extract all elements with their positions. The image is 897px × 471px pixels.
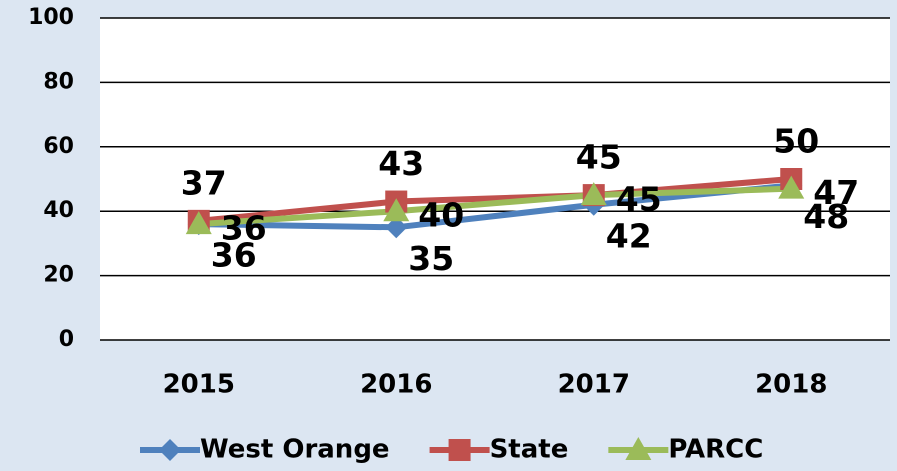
data-label: 45 [616, 180, 662, 219]
series-line [198, 176, 792, 224]
marker [385, 216, 408, 239]
data-label: 35 [408, 239, 454, 278]
y-tick-label: 80 [43, 69, 74, 94]
marker [778, 175, 805, 199]
y-tick-label: 100 [28, 5, 74, 30]
marker [383, 198, 410, 222]
series-line [198, 182, 792, 231]
y-tick-label: 60 [43, 134, 74, 159]
legend-label: West Orange [200, 435, 390, 465]
data-label: 40 [418, 196, 464, 235]
data-label: 37 [181, 163, 227, 202]
marker [448, 439, 471, 461]
data-label: 42 [606, 216, 652, 255]
data-label: 36 [211, 236, 257, 275]
data-label: 47 [813, 173, 859, 212]
data-label: 36 [221, 209, 267, 248]
marker [625, 437, 652, 460]
legend-label: PARCC [668, 435, 763, 465]
marker [185, 211, 212, 235]
x-tick-label: 2016 [360, 370, 432, 400]
marker [159, 439, 181, 461]
series-line [198, 185, 792, 228]
data-label: 50 [773, 122, 819, 161]
marker [580, 182, 607, 206]
y-tick-label: 40 [43, 198, 74, 223]
y-tick-label: 0 [59, 327, 74, 352]
x-tick-label: 2015 [163, 370, 235, 400]
data-label: 43 [378, 144, 424, 183]
data-label: 45 [576, 138, 622, 177]
y-tick-label: 20 [43, 263, 74, 288]
x-tick-label: 2018 [755, 370, 827, 400]
legend-label: State [490, 435, 569, 465]
data-label: 48 [803, 197, 849, 236]
x-tick-label: 2017 [558, 370, 630, 400]
